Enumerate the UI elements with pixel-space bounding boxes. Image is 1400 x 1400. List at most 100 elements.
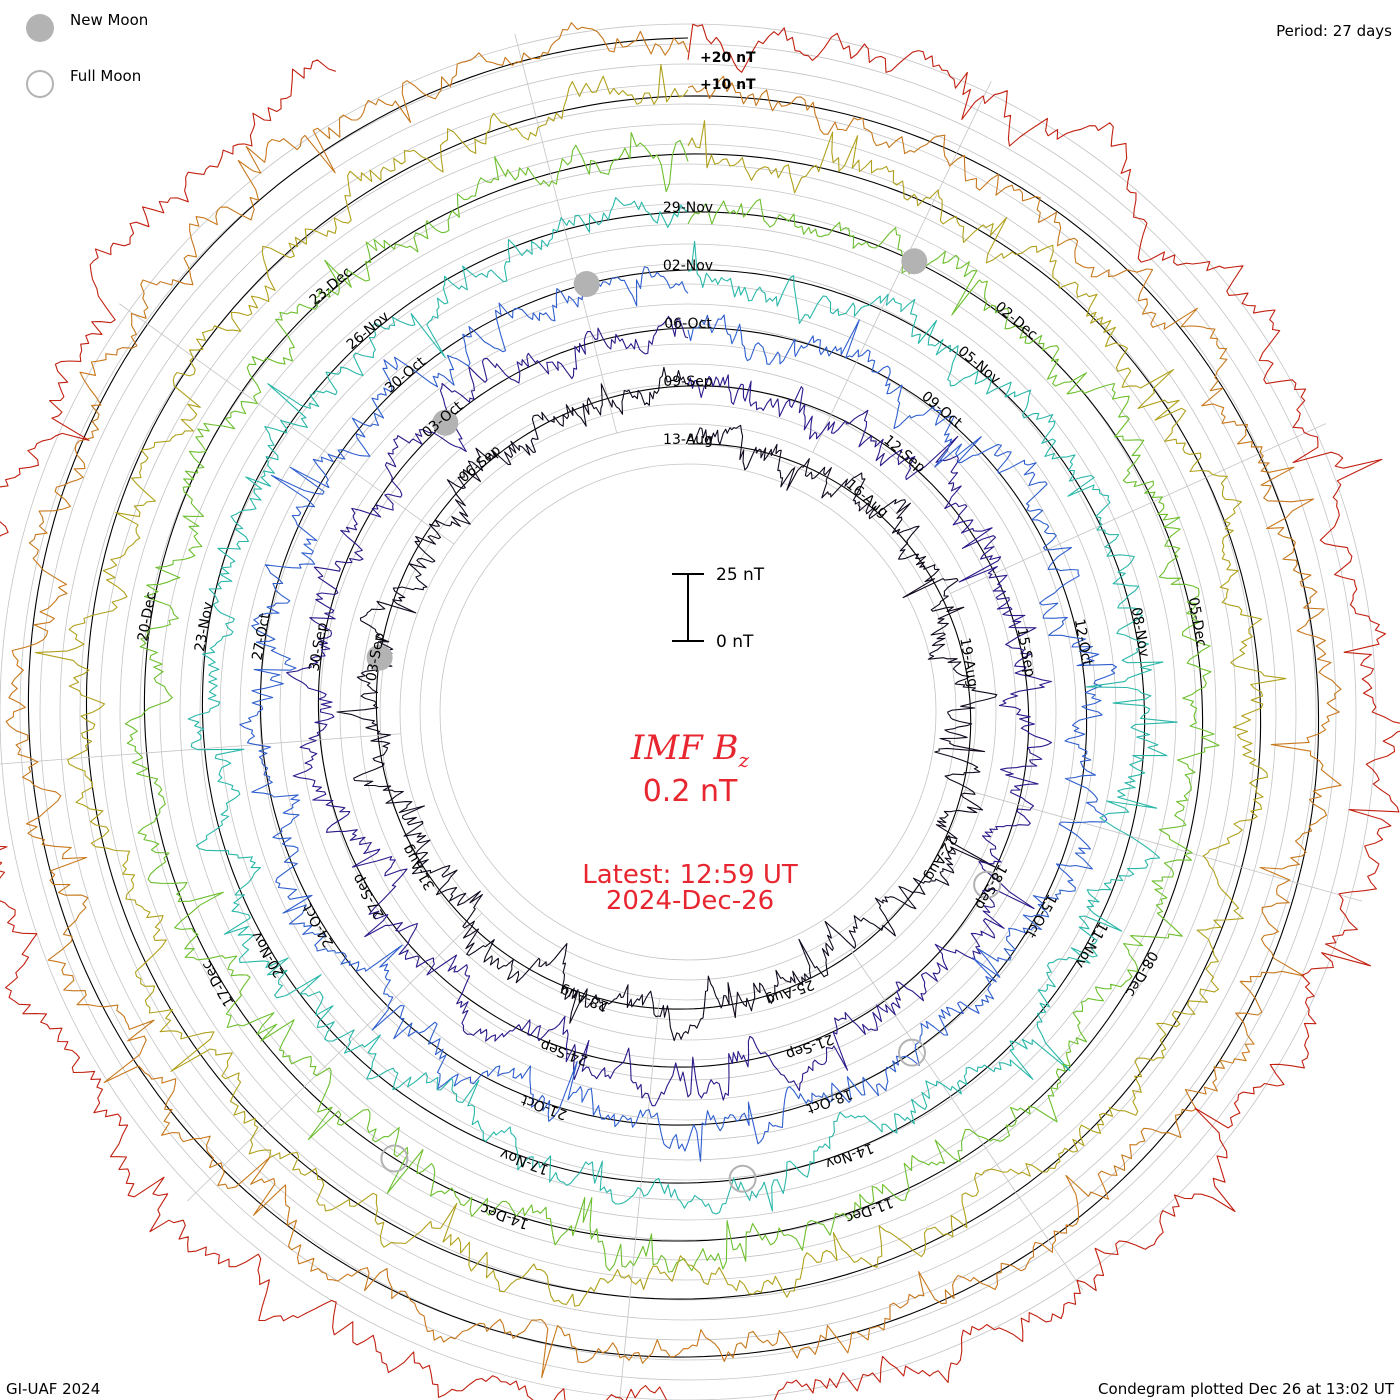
day-spoke (514, 33, 618, 434)
date-label: 24-Oct (299, 900, 337, 950)
ring-grid (0, 23, 1377, 1400)
date-label: 20-Nov (249, 929, 288, 980)
grid-ring (0, 23, 1377, 1400)
scale-bar: 25 nT 0 nT (672, 565, 765, 652)
moon-markers (366, 248, 1002, 1193)
date-label: 24-Sep (538, 1036, 590, 1068)
plotted-timestamp: Condegram plotted Dec 26 at 13:02 UT (1098, 1380, 1394, 1398)
legend-full-moon-label: Full Moon (70, 67, 142, 85)
current-value: 0.2 nT (642, 774, 738, 809)
date-label: 13-Aug (663, 432, 713, 448)
date-label: 29-Nov (663, 200, 713, 216)
date-label: 11-Dec (843, 1194, 895, 1226)
ring-scale-labels: +20 nT +10 nT (700, 50, 756, 93)
day-spoke (0, 733, 401, 765)
date-label: 18-Oct (804, 1085, 855, 1116)
new-moon-marker (366, 644, 393, 671)
bz-trace-rotation-3 (239, 266, 1117, 1162)
date-label: 02-Nov (663, 258, 713, 274)
date-label: 17-Dec (199, 958, 238, 1009)
date-label: 22-Aug (921, 832, 960, 883)
bz-trace-rotation-2 (286, 315, 1053, 1107)
grid-ring (159, 183, 1217, 1241)
period-label: Period: 27 days (1276, 22, 1392, 40)
date-label: 23-Nov (192, 601, 216, 653)
parameter-title: IMF Bz (480, 728, 900, 772)
scale-bar-top-label: 25 nT (716, 565, 765, 585)
grid-ring (219, 243, 1157, 1181)
date-label: 12-Sep (880, 432, 928, 476)
day-spoke (850, 949, 1084, 1291)
full-moon-icon (26, 70, 54, 98)
day-spoke (119, 303, 455, 545)
date-label: 08-Dec (1122, 948, 1161, 999)
new-moon-marker (432, 409, 459, 436)
ring-scale-label-20: +20 nT (700, 50, 756, 66)
bz-trace-rotation-6 (34, 63, 1287, 1307)
grid-ring (119, 143, 1257, 1281)
full-moon-marker (973, 870, 1002, 899)
grid-ring (19, 43, 1357, 1381)
grid-ring (379, 403, 997, 1021)
date-label: 12-Oct (1071, 618, 1095, 668)
date-label: 14-Dec (478, 1200, 530, 1232)
date-label: 21-Oct (519, 1091, 570, 1122)
grid-ring (239, 263, 1137, 1161)
grid-ring (439, 463, 937, 961)
legend-full-moon: Full Moon (26, 67, 142, 98)
grid-ring (319, 343, 1057, 1081)
date-label: 20-Dec (135, 591, 159, 643)
grid-ring (339, 363, 1037, 1061)
date-label: 05-Nov (954, 343, 1003, 388)
grid-ring (59, 83, 1317, 1341)
bz-trace-rotation-7 (5, 22, 1342, 1379)
grid-ring (279, 303, 1097, 1121)
full-moon-marker (728, 1164, 757, 1193)
new-moon-marker (901, 248, 928, 275)
day-spokes (0, 33, 1363, 1400)
latest-time: Latest: 12:59 UT (582, 860, 798, 890)
grid-ring (199, 223, 1177, 1201)
date-label: 15-Sep (1013, 627, 1037, 678)
grid-ring (359, 383, 1017, 1041)
day-spoke (950, 423, 1327, 594)
legend-new-moon: New Moon (26, 11, 149, 42)
bz-trace-rotation-8 (0, 23, 1400, 1400)
ring-scale-label-10: +10 nT (700, 77, 756, 93)
grid-ring (259, 283, 1117, 1141)
scale-bar-bottom-label: 0 nT (716, 632, 754, 652)
grid-ring (399, 423, 977, 1001)
legend-new-moon-label: New Moon (70, 11, 149, 29)
date-label: 09-Oct (918, 388, 965, 431)
date-label: 25-Aug (764, 976, 816, 1008)
date-label: 05-Dec (1185, 596, 1209, 648)
date-label: 21-Sep (784, 1030, 836, 1062)
grid-ring (179, 203, 1197, 1221)
parameter-subscript: z (738, 747, 750, 772)
new-moon-marker (573, 271, 600, 297)
date-label: 06-Oct (664, 316, 712, 332)
date-label: 26-Nov (344, 309, 393, 354)
grid-ring (139, 163, 1237, 1261)
bz-series (0, 22, 1400, 1400)
latest-date: 2024-Dec-26 (605, 886, 775, 916)
bz-trace-rotation-1 (336, 366, 998, 1042)
zero-baseline-spiral (27, 37, 1320, 1358)
date-label: 11-Nov (1071, 919, 1110, 970)
date-label: 09-Sep (663, 374, 712, 390)
grid-ring (299, 323, 1077, 1101)
day-spoke (186, 912, 483, 1202)
date-label: 06-Sep (456, 442, 504, 486)
bz-trace-rotation-4 (187, 197, 1178, 1215)
full-moon-marker (380, 1144, 409, 1173)
date-label: 30-Sep (306, 621, 330, 672)
grid-ring (79, 103, 1297, 1321)
grid-ring (39, 63, 1337, 1361)
grid-ring (99, 123, 1277, 1301)
day-spoke (965, 789, 1363, 902)
credit-label: GI-UAF 2024 (6, 1380, 101, 1398)
new-moon-icon (26, 14, 54, 42)
full-moon-marker (898, 1038, 926, 1067)
